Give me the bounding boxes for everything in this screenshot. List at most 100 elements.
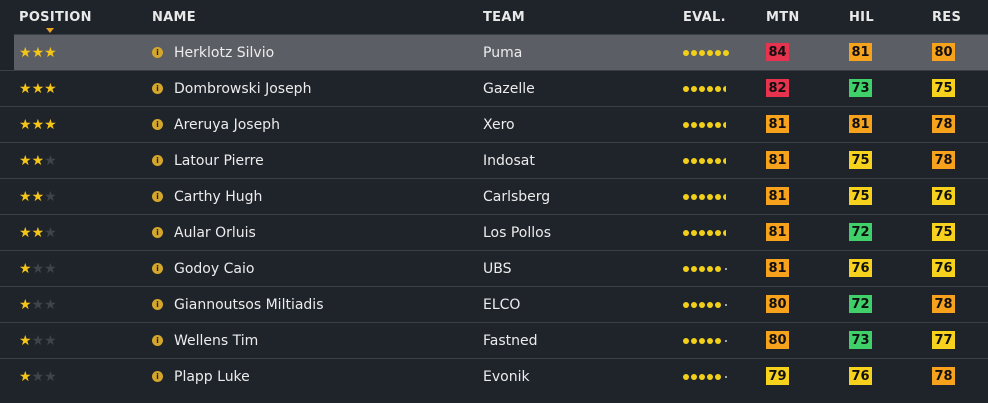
star-filled-icon: ★: [19, 80, 32, 97]
table-row[interactable]: ★ ★ ★ i Latour Pierre Indosat 81 75 78: [0, 142, 988, 178]
hil-stat-badge: 81: [849, 115, 872, 133]
rating-dot: [699, 157, 705, 164]
star-empty-icon: ★: [31, 332, 45, 349]
rider-name[interactable]: Godoy Caio: [174, 260, 255, 277]
rating-dot: [725, 303, 727, 306]
star-empty-icon: ★: [44, 224, 57, 241]
star-filled-icon: ★: [44, 44, 57, 61]
rating-dot: [723, 157, 729, 164]
res-stat-badge: 77: [932, 331, 955, 349]
rider-team[interactable]: Gazelle: [483, 80, 535, 97]
potential-stars: ★ ★ ★: [19, 71, 57, 106]
table-row[interactable]: ★ ★ ★ i Wellens Tim Fastned 80 73 77: [0, 322, 988, 358]
info-icon[interactable]: i: [152, 263, 163, 274]
mtn-stat-badge: 80: [766, 295, 789, 313]
star-empty-icon: ★: [44, 188, 57, 205]
evaluation-rating: [683, 287, 727, 322]
rider-name[interactable]: Areruya Joseph: [174, 116, 280, 133]
table-row[interactable]: ★ ★ ★ i Areruya Joseph Xero 81 81 78: [0, 106, 988, 142]
star-empty-icon: ★: [44, 260, 57, 277]
rider-name[interactable]: Dombrowski Joseph: [174, 80, 312, 97]
rating-dot: [707, 301, 713, 308]
star-empty-icon: ★: [44, 296, 57, 313]
rider-name[interactable]: Giannoutsos Miltiadis: [174, 296, 324, 313]
rider-team[interactable]: Los Pollos: [483, 224, 552, 241]
rating-dot: [691, 193, 697, 200]
star-filled-icon: ★: [44, 116, 57, 133]
table-row[interactable]: ★ ★ ★ i Aular Orluis Los Pollos 81 72 75: [0, 214, 988, 250]
rider-team[interactable]: Puma: [483, 44, 523, 61]
rating-dot: [683, 337, 689, 344]
rider-team[interactable]: ELCO: [483, 296, 521, 313]
rider-name[interactable]: Herklotz Silvio: [174, 44, 275, 61]
info-icon[interactable]: i: [152, 119, 163, 130]
rider-name[interactable]: Plapp Luke: [174, 368, 250, 385]
star-filled-icon: ★: [19, 368, 32, 385]
res-stat-badge: 80: [932, 43, 955, 61]
riders-table: POSITION NAME TEAM EVAL. MTN HIL RES ★ ★ ★…: [0, 10, 988, 394]
star-filled-icon: ★: [31, 116, 45, 133]
rating-dot: [691, 265, 697, 272]
info-icon[interactable]: i: [152, 83, 163, 94]
rating-dot: [723, 121, 729, 128]
mtn-stat-badge: 82: [766, 79, 789, 97]
table-row[interactable]: ★ ★ ★ i Carthy Hugh Carlsberg 81 75 76: [0, 178, 988, 214]
table-row[interactable]: ★ ★ ★ i Dombrowski Joseph Gazelle 82 73 75: [0, 70, 988, 106]
column-header-hil[interactable]: HIL: [849, 10, 874, 25]
star-filled-icon: ★: [31, 224, 45, 241]
table-row[interactable]: ★ ★ ★ i Plapp Luke Evonik 79 76 78: [0, 358, 988, 394]
rating-dot: [715, 49, 721, 56]
table-row[interactable]: ★ ★ ★ i Giannoutsos Miltiadis ELCO 80 72 78: [0, 286, 988, 322]
table-row[interactable]: ★ ★ ★ i Godoy Caio UBS 81 76 76: [0, 250, 988, 286]
rider-name[interactable]: Carthy Hugh: [174, 188, 263, 205]
info-icon[interactable]: i: [152, 155, 163, 166]
column-header-mtn[interactable]: MTN: [766, 10, 800, 25]
rider-name[interactable]: Aular Orluis: [174, 224, 256, 241]
info-icon[interactable]: i: [152, 47, 163, 58]
rider-name[interactable]: Latour Pierre: [174, 152, 264, 169]
rider-team[interactable]: Carlsberg: [483, 188, 551, 205]
rating-dot: [699, 301, 705, 308]
info-icon[interactable]: i: [152, 371, 163, 382]
table-row[interactable]: ★ ★ ★ i Herklotz Silvio Puma 84 81 80: [14, 34, 988, 70]
info-icon[interactable]: i: [152, 335, 163, 346]
res-stat-badge: 78: [932, 115, 955, 133]
rider-team[interactable]: Evonik: [483, 368, 530, 385]
rider-name[interactable]: Wellens Tim: [174, 332, 259, 349]
rider-team[interactable]: Indosat: [483, 152, 535, 169]
rating-dot: [715, 337, 721, 344]
rider-team[interactable]: UBS: [483, 260, 512, 277]
column-header-res[interactable]: RES: [932, 10, 962, 25]
rating-dot: [715, 157, 721, 164]
potential-stars: ★ ★ ★: [19, 179, 57, 214]
info-icon[interactable]: i: [152, 299, 163, 310]
res-stat-badge: 78: [932, 151, 955, 169]
column-header-team[interactable]: TEAM: [483, 10, 525, 25]
star-empty-icon: ★: [44, 152, 57, 169]
mtn-stat-badge: 81: [766, 115, 789, 133]
star-empty-icon: ★: [31, 368, 45, 385]
column-header-eval[interactable]: EVAL.: [683, 10, 726, 25]
rating-dot: [699, 193, 705, 200]
rating-dot: [691, 157, 697, 164]
rating-dot: [691, 373, 697, 380]
column-header-name[interactable]: NAME: [152, 10, 196, 25]
rating-dot: [707, 193, 713, 200]
rider-team[interactable]: Xero: [483, 116, 515, 133]
hil-stat-badge: 73: [849, 331, 872, 349]
res-stat-badge: 78: [932, 367, 955, 385]
info-icon[interactable]: i: [152, 191, 163, 202]
res-stat-badge: 76: [932, 187, 955, 205]
rating-dot: [683, 265, 689, 272]
rating-dot: [707, 229, 713, 236]
sort-descending-icon: [46, 28, 54, 33]
column-header-position[interactable]: POSITION: [19, 10, 92, 25]
hil-stat-badge: 76: [849, 259, 872, 277]
info-icon[interactable]: i: [152, 227, 163, 238]
star-empty-icon: ★: [44, 368, 57, 385]
hil-stat-badge: 75: [849, 187, 872, 205]
star-filled-icon: ★: [19, 260, 32, 277]
rating-dot: [691, 85, 697, 92]
rating-dot: [725, 267, 727, 270]
rider-team[interactable]: Fastned: [483, 332, 538, 349]
